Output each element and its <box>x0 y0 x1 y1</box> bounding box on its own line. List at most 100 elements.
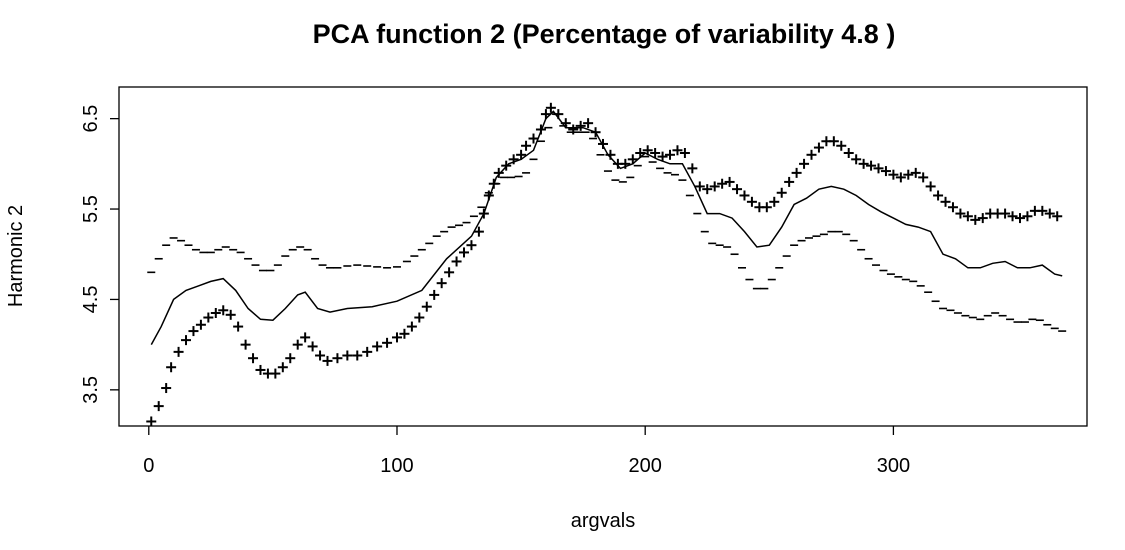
x-axis: 0 100 200 300 <box>143 426 910 477</box>
y-axis: 3.5 4.5 5.5 6.5 <box>80 105 119 404</box>
plus-marker <box>444 267 455 278</box>
plus-marker <box>1052 211 1063 222</box>
chart-title: PCA function 2 (Percentage of variabilit… <box>313 19 896 49</box>
plus-marker <box>866 160 877 171</box>
plus-marker <box>806 149 817 160</box>
plus-marker <box>210 308 221 318</box>
plus-marker <box>650 147 661 158</box>
plus-marker <box>508 154 519 165</box>
minus-markers-layer <box>147 113 1067 332</box>
plus-marker <box>769 196 780 207</box>
plus-marker <box>240 339 251 350</box>
plus-marker <box>218 305 229 316</box>
plus-marker <box>1014 213 1025 224</box>
plus-markers-layer <box>146 102 1063 427</box>
y-tick-label: 4.5 <box>80 286 102 314</box>
plus-marker <box>873 163 884 174</box>
plus-marker <box>746 196 757 207</box>
plus-marker <box>1000 208 1011 219</box>
plus-marker <box>436 278 447 289</box>
plus-marker <box>372 341 383 352</box>
plus-marker <box>627 154 638 165</box>
plus-marker <box>940 196 951 207</box>
plus-marker <box>903 169 914 180</box>
plus-marker <box>583 118 594 129</box>
plus-marker <box>459 247 470 258</box>
plus-marker <box>352 350 363 361</box>
y-tick-label: 6.5 <box>80 105 102 133</box>
plus-marker <box>761 202 772 213</box>
plus-marker <box>620 158 631 169</box>
plus-marker <box>521 140 532 151</box>
plus-marker <box>672 145 683 156</box>
x-axis-label: argvals <box>571 510 635 532</box>
plus-marker <box>146 416 157 427</box>
plus-marker <box>843 147 854 158</box>
plus-marker <box>598 138 608 149</box>
plus-marker <box>851 154 862 165</box>
plus-marker <box>799 158 810 169</box>
plus-marker <box>575 120 586 131</box>
plus-marker <box>657 151 668 162</box>
plus-marker <box>540 109 551 120</box>
plus-marker <box>270 368 281 379</box>
plus-marker <box>362 346 373 357</box>
plus-marker <box>717 178 728 189</box>
plus-marker <box>473 226 484 237</box>
plus-marker <box>828 136 839 147</box>
plus-marker <box>421 301 432 312</box>
plus-marker <box>478 208 489 219</box>
plus-marker <box>784 176 795 187</box>
plus-marker <box>970 214 981 225</box>
plus-marker <box>285 353 296 364</box>
plus-marker <box>406 321 417 332</box>
plus-marker <box>836 140 847 151</box>
plus-marker <box>888 169 899 180</box>
plus-marker <box>955 208 966 219</box>
y-axis-label: Harmonic 2 <box>5 205 27 307</box>
plus-marker <box>590 127 601 138</box>
plus-marker <box>233 321 244 332</box>
plus-marker <box>642 145 653 156</box>
plus-marker <box>910 167 921 178</box>
plus-marker <box>1022 211 1033 222</box>
x-tick-label: 100 <box>380 455 413 477</box>
plus-marker <box>429 289 440 300</box>
plus-marker <box>391 332 402 343</box>
plus-marker <box>195 319 206 330</box>
plus-marker <box>466 240 477 251</box>
plus-marker <box>382 337 393 348</box>
y-tick-label: 3.5 <box>80 376 102 404</box>
plus-marker <box>732 184 743 195</box>
plus-marker <box>173 346 184 357</box>
x-tick-label: 300 <box>877 455 910 477</box>
plus-marker <box>791 167 802 178</box>
plus-marker <box>813 142 824 153</box>
mean-function-line <box>150 110 1063 345</box>
plus-marker <box>925 181 936 192</box>
x-tick-label: 0 <box>143 455 154 477</box>
plus-marker <box>161 383 172 394</box>
plus-marker <box>918 172 929 183</box>
plus-marker <box>1007 211 1018 222</box>
plus-marker <box>166 362 177 373</box>
plus-marker <box>516 149 527 160</box>
plus-marker <box>977 213 988 224</box>
plus-marker <box>933 190 944 201</box>
plus-marker <box>665 149 676 160</box>
plus-marker <box>399 328 410 339</box>
plus-marker <box>739 190 750 201</box>
plus-marker <box>605 149 616 160</box>
x-tick-label: 200 <box>629 455 662 477</box>
plus-marker <box>545 102 556 113</box>
plus-marker <box>528 133 539 144</box>
plus-marker <box>332 353 343 364</box>
plus-marker <box>292 339 303 350</box>
plus-marker <box>493 167 504 178</box>
plus-marker <box>181 335 192 346</box>
plus-marker <box>535 124 546 135</box>
plus-marker <box>322 355 333 366</box>
plus-marker <box>1044 208 1055 219</box>
plus-marker <box>687 163 698 174</box>
